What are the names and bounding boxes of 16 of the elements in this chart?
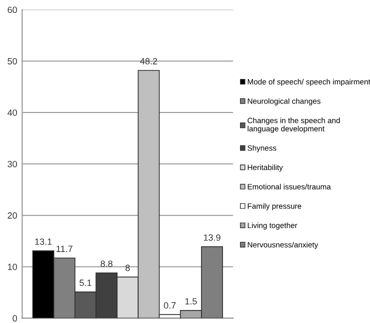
y-tick-label: 40 <box>8 109 17 116</box>
data-label: 5.1 <box>80 280 92 286</box>
data-label: 1.5 <box>185 298 197 304</box>
data-label: 0.7 <box>164 302 176 309</box>
y-tick-label: 20 <box>8 212 17 219</box>
data-label: 48.2 <box>140 58 158 64</box>
y-tick-label: 0 <box>12 315 17 322</box>
y-tick-label: 30 <box>8 160 17 168</box>
data-label: 8.8 <box>100 260 112 267</box>
y-tick-label: 60 <box>8 6 17 14</box>
data-label: 11.7 <box>56 246 72 252</box>
y-tick-label: 50 <box>8 58 17 64</box>
data-label: 8 <box>126 264 130 272</box>
data-label: 13.9 <box>204 234 220 241</box>
data-label: 13.1 <box>35 238 52 245</box>
y-tick-label: 10 <box>8 264 17 270</box>
